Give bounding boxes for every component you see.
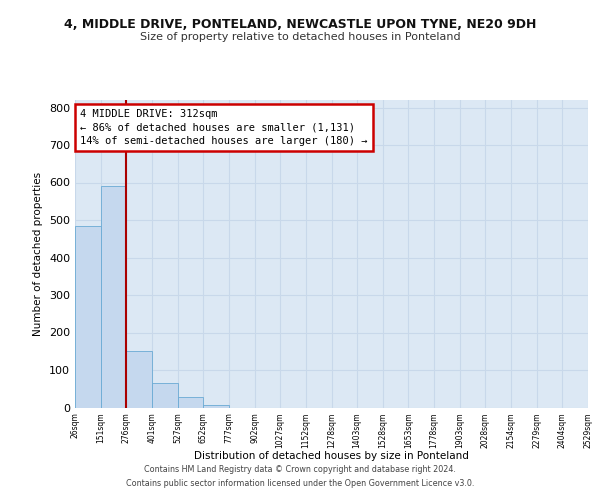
Y-axis label: Number of detached properties: Number of detached properties xyxy=(34,172,43,336)
Text: 4 MIDDLE DRIVE: 312sqm
← 86% of detached houses are smaller (1,131)
14% of semi-: 4 MIDDLE DRIVE: 312sqm ← 86% of detached… xyxy=(80,109,368,146)
Text: 4, MIDDLE DRIVE, PONTELAND, NEWCASTLE UPON TYNE, NE20 9DH: 4, MIDDLE DRIVE, PONTELAND, NEWCASTLE UP… xyxy=(64,18,536,30)
Bar xyxy=(152,383,178,407)
Bar xyxy=(178,398,203,407)
Bar xyxy=(127,351,152,408)
Bar xyxy=(203,404,229,407)
Text: Size of property relative to detached houses in Ponteland: Size of property relative to detached ho… xyxy=(140,32,460,42)
Bar xyxy=(101,186,127,408)
Bar xyxy=(75,226,101,408)
X-axis label: Distribution of detached houses by size in Ponteland: Distribution of detached houses by size … xyxy=(194,451,469,461)
Text: Contains HM Land Registry data © Crown copyright and database right 2024.
Contai: Contains HM Land Registry data © Crown c… xyxy=(126,466,474,487)
